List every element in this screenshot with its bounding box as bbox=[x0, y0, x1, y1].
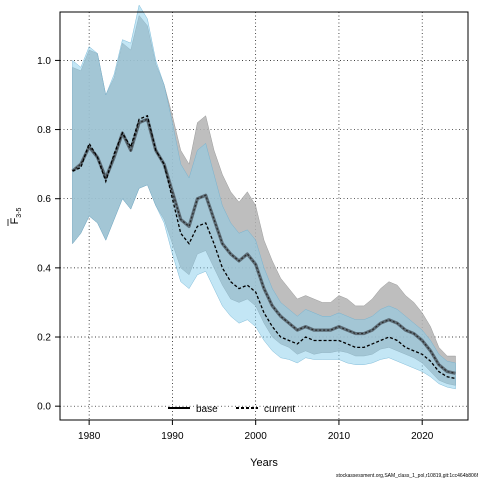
y-tick-label: 1.0 bbox=[37, 56, 51, 67]
y-axis-title-main: F bbox=[9, 217, 21, 224]
y-axis: 0.0 0.2 0.4 0.6 0.8 1.0 bbox=[37, 56, 60, 413]
x-tick-label: 1990 bbox=[161, 431, 184, 442]
footnote: stockassessment.org,SAM_class_1_pol,r108… bbox=[336, 473, 479, 479]
y-tick-label: 0.2 bbox=[37, 333, 51, 344]
x-axis: 1980 1990 2000 2010 2020 bbox=[78, 420, 434, 442]
y-tick-label: 0.6 bbox=[37, 194, 51, 205]
plot-frame bbox=[59, 11, 469, 421]
x-tick-label: 1980 bbox=[78, 431, 101, 442]
band-current bbox=[72, 4, 456, 390]
legend-label-current: current bbox=[264, 404, 295, 415]
line-current bbox=[72, 114, 456, 380]
confidence-bands bbox=[72, 4, 456, 390]
svg-text:F3-5: F3-5 bbox=[9, 207, 23, 224]
x-tick-label: 2000 bbox=[245, 431, 268, 442]
plot-area bbox=[59, 4, 469, 421]
x-axis-title: Years bbox=[250, 457, 278, 469]
legend-label-base: base bbox=[196, 404, 218, 415]
y-axis-title-sub: 3-5 bbox=[16, 207, 23, 217]
series-lines bbox=[71, 114, 456, 380]
y-tick-label: 0.0 bbox=[37, 402, 51, 413]
y-tick-label: 0.8 bbox=[37, 125, 51, 136]
line-base bbox=[72, 118, 456, 374]
x-tick-label: 2020 bbox=[411, 431, 434, 442]
legend: base current bbox=[168, 404, 295, 415]
x-tick-label: 2010 bbox=[328, 431, 351, 442]
y-axis-title: F3-5 bbox=[7, 207, 23, 226]
y-tick-label: 0.4 bbox=[37, 263, 51, 274]
